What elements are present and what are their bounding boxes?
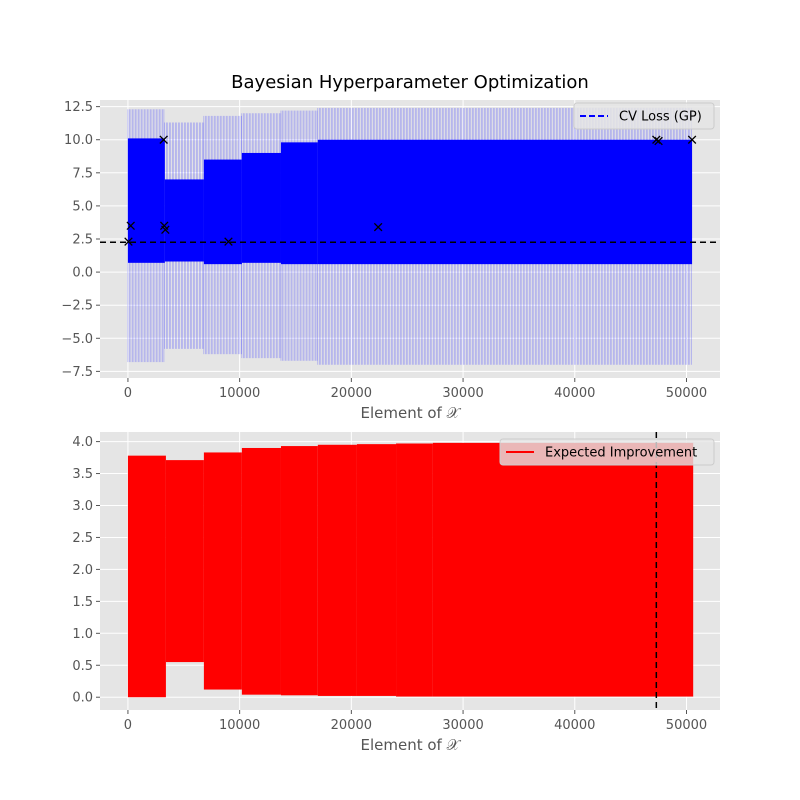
y-tick-label: −2.5 <box>61 299 93 314</box>
ei-fill <box>165 460 204 663</box>
legend-label: Expected Improvement <box>545 446 697 461</box>
y-tick-label: 0.0 <box>72 691 93 706</box>
x-tick-label: 10000 <box>219 386 260 401</box>
ei-fill <box>317 444 357 696</box>
mean-band <box>317 139 693 265</box>
x-tick-label: 30000 <box>442 718 483 733</box>
mean-band <box>203 159 242 265</box>
chart-title: Bayesian Hyperparameter Optimization <box>231 72 589 93</box>
mean-band <box>127 138 165 263</box>
observation-point <box>373 222 383 232</box>
y-tick-label: 5.0 <box>72 199 93 214</box>
ei-axes: 0 10000 20000 30000 40000 50000 0.0 0.5 1.0 1.5 2.… <box>72 432 720 754</box>
ei-fill <box>127 455 166 698</box>
observation-point <box>687 135 697 144</box>
x-tick-label: 0 <box>124 718 132 733</box>
observation-point <box>161 225 170 234</box>
legend: Expected Improvement <box>499 438 715 466</box>
x-tick-label: 50000 <box>666 386 707 401</box>
ei-fill <box>356 444 397 696</box>
x-tick-label: 30000 <box>442 386 483 401</box>
y-tick-label: 4.0 <box>72 435 93 450</box>
y-tick-label: −5.0 <box>61 332 93 347</box>
x-tick-label: 40000 <box>554 718 595 733</box>
ei-series <box>127 442 694 698</box>
x-tick-label: 50000 <box>666 718 707 733</box>
observation-point <box>159 135 168 144</box>
observation-point <box>126 221 135 231</box>
mean-band <box>164 179 204 262</box>
x-tick-label: 40000 <box>554 386 595 401</box>
ei-fill <box>241 447 281 695</box>
y-tick-label: 12.5 <box>64 100 93 115</box>
x-axis-label: Element of 𝒳 <box>361 736 462 754</box>
x-tick-label: 0 <box>124 386 132 401</box>
observation-point <box>654 136 663 146</box>
y-tick-label: 1.5 <box>72 595 93 610</box>
mean-band <box>241 152 281 263</box>
x-tick-label: 10000 <box>219 718 260 733</box>
ei-fill <box>396 443 433 697</box>
y-tick-label: 2.5 <box>72 233 93 248</box>
y-tick-label: 7.5 <box>72 166 93 181</box>
y-tick-label: 10.0 <box>64 133 93 148</box>
y-tick-label: 1.0 <box>72 627 93 642</box>
y-tick-label: −7.5 <box>61 365 93 380</box>
y-tick-label: 2.5 <box>72 531 93 546</box>
legend-label: CV Loss (GP) <box>619 110 702 125</box>
y-tick-label: 2.0 <box>72 563 93 578</box>
y-tick-label: 0.0 <box>72 266 93 281</box>
legend-box <box>499 438 715 466</box>
y-tick-label: 0.5 <box>72 659 93 674</box>
ei-fill <box>280 446 318 696</box>
x-tick-label: 20000 <box>331 718 372 733</box>
loss-series <box>127 107 693 365</box>
legend: CV Loss (GP) <box>573 102 715 130</box>
ei-fill <box>432 442 694 697</box>
y-tick-label: 3.5 <box>72 467 93 482</box>
observation-point <box>124 237 133 246</box>
ei-fill <box>203 452 242 690</box>
x-axis-label: Element of 𝒳 <box>361 404 462 422</box>
observations <box>124 135 697 246</box>
y-tick-label: 3.0 <box>72 499 93 514</box>
x-tick-label: 20000 <box>331 386 372 401</box>
mean-band <box>280 142 318 265</box>
legend-box <box>573 102 715 130</box>
loss-axes: 0 10000 20000 30000 40000 50000 −7.5 −5.0 −2.5 0.… <box>61 100 720 422</box>
observation-point <box>224 237 233 246</box>
